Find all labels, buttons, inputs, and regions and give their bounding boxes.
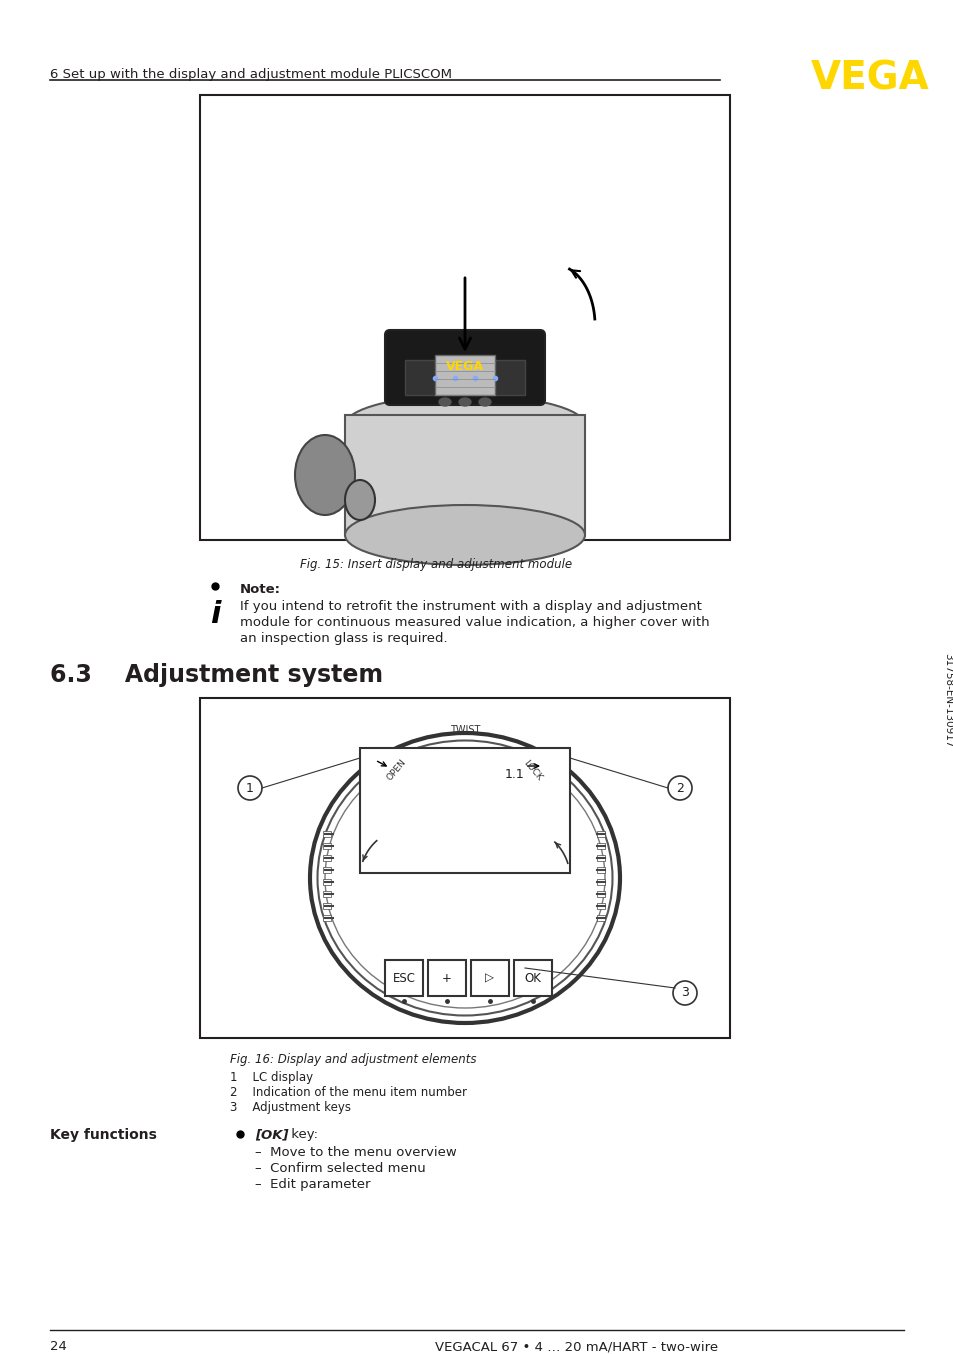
FancyBboxPatch shape [323, 879, 331, 886]
Text: ▷: ▷ [485, 972, 494, 984]
Text: 3    Adjustment keys: 3 Adjustment keys [230, 1101, 351, 1114]
Text: –  Edit parameter: – Edit parameter [254, 1178, 370, 1192]
Ellipse shape [345, 395, 584, 455]
Ellipse shape [325, 747, 604, 1007]
FancyBboxPatch shape [405, 360, 524, 395]
Text: 3: 3 [680, 987, 688, 999]
Text: Fig. 15: Insert display and adjustment module: Fig. 15: Insert display and adjustment m… [299, 558, 572, 571]
FancyBboxPatch shape [514, 960, 552, 997]
FancyBboxPatch shape [323, 844, 331, 849]
FancyBboxPatch shape [323, 831, 331, 837]
Text: Key functions: Key functions [50, 1128, 156, 1141]
FancyBboxPatch shape [323, 867, 331, 873]
Ellipse shape [294, 435, 355, 515]
Text: +: + [441, 972, 452, 984]
Text: LOCK: LOCK [521, 758, 543, 783]
Text: –  Confirm selected menu: – Confirm selected menu [254, 1162, 425, 1175]
Text: ESC: ESC [392, 972, 416, 984]
FancyBboxPatch shape [323, 903, 331, 909]
FancyBboxPatch shape [323, 891, 331, 896]
Ellipse shape [345, 505, 584, 565]
Text: 2: 2 [676, 781, 683, 795]
Text: 6.3    Adjustment system: 6.3 Adjustment system [50, 663, 383, 686]
Text: OK: OK [524, 972, 541, 984]
FancyBboxPatch shape [385, 960, 422, 997]
Text: 2    Indication of the menu item number: 2 Indication of the menu item number [230, 1086, 467, 1099]
Text: [OK]: [OK] [254, 1128, 288, 1141]
Text: i: i [210, 600, 220, 630]
Text: If you intend to retrofit the instrument with a display and adjustment: If you intend to retrofit the instrument… [240, 600, 701, 613]
FancyBboxPatch shape [428, 960, 465, 997]
FancyBboxPatch shape [597, 915, 604, 921]
Ellipse shape [478, 398, 491, 406]
FancyBboxPatch shape [323, 854, 331, 861]
Text: TWIST: TWIST [450, 724, 479, 735]
FancyBboxPatch shape [345, 414, 584, 535]
Text: VEGA: VEGA [446, 360, 483, 374]
FancyBboxPatch shape [323, 915, 331, 921]
Text: 6 Set up with the display and adjustment module PLICSCOM: 6 Set up with the display and adjustment… [50, 68, 452, 81]
Text: 24: 24 [50, 1340, 67, 1353]
FancyBboxPatch shape [200, 95, 729, 540]
Text: VEGACAL 67 • 4 … 20 mA/HART - two-wire: VEGACAL 67 • 4 … 20 mA/HART - two-wire [435, 1340, 718, 1353]
FancyBboxPatch shape [597, 831, 604, 837]
Text: 31758-EN-130917: 31758-EN-130917 [942, 653, 952, 747]
FancyBboxPatch shape [359, 747, 569, 873]
Text: module for continuous measured value indication, a higher cover with: module for continuous measured value ind… [240, 616, 709, 630]
Text: an inspection glass is required.: an inspection glass is required. [240, 632, 447, 645]
FancyBboxPatch shape [597, 879, 604, 886]
Text: 1: 1 [246, 781, 253, 795]
Text: OPEN: OPEN [385, 758, 408, 783]
FancyBboxPatch shape [200, 699, 729, 1039]
Text: VEGA: VEGA [810, 60, 928, 97]
FancyBboxPatch shape [435, 355, 495, 395]
Text: key:: key: [287, 1128, 317, 1141]
Ellipse shape [458, 398, 471, 406]
Text: Note:: Note: [240, 584, 281, 596]
Ellipse shape [317, 741, 612, 1016]
Ellipse shape [310, 733, 619, 1024]
Text: 1    LC display: 1 LC display [230, 1071, 313, 1085]
Text: –  Move to the menu overview: – Move to the menu overview [254, 1145, 456, 1159]
Ellipse shape [438, 398, 451, 406]
Text: Fig. 16: Display and adjustment elements: Fig. 16: Display and adjustment elements [230, 1053, 476, 1066]
Text: 1.1: 1.1 [504, 768, 524, 781]
FancyBboxPatch shape [471, 960, 509, 997]
FancyBboxPatch shape [385, 330, 544, 405]
Ellipse shape [345, 481, 375, 520]
FancyBboxPatch shape [597, 891, 604, 896]
FancyBboxPatch shape [597, 903, 604, 909]
FancyBboxPatch shape [597, 854, 604, 861]
FancyBboxPatch shape [597, 867, 604, 873]
FancyBboxPatch shape [597, 844, 604, 849]
